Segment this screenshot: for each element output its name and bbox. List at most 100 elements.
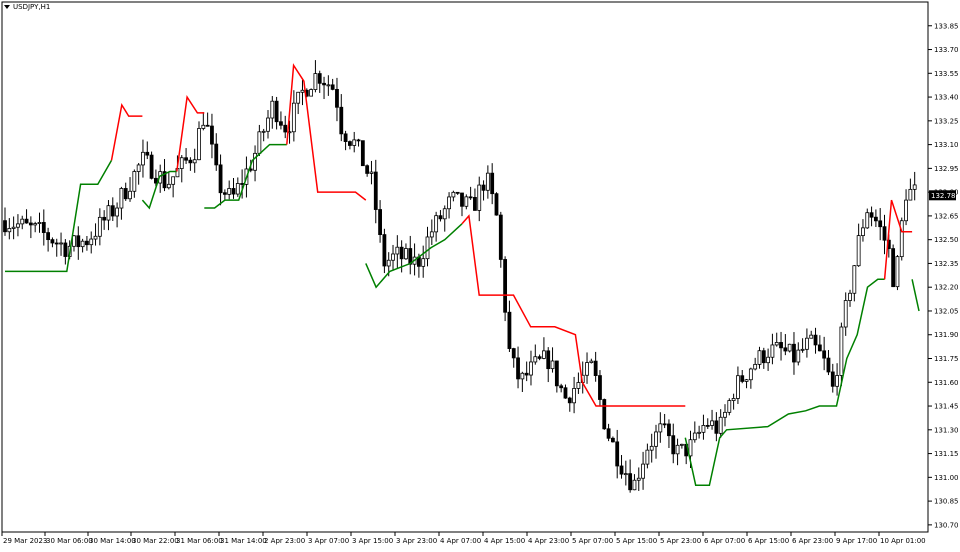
supertrend-down-segment — [883, 199, 913, 280]
bull-candle — [654, 431, 658, 447]
bear-candle — [378, 209, 382, 235]
bear-candle — [779, 342, 783, 349]
bull-candle — [805, 337, 809, 350]
x-tick-label: 5 Apr 07:00 — [572, 537, 613, 545]
y-tick-label: 133.55 — [934, 70, 959, 78]
bull-candle — [529, 361, 533, 376]
bull-candle — [451, 191, 456, 198]
y-tick-label: 132.95 — [934, 165, 959, 173]
bull-candle — [710, 420, 714, 426]
bull-candle — [908, 188, 913, 201]
bear-candle — [516, 357, 520, 380]
current-price-label: 132.78 — [931, 192, 956, 200]
bear-candle — [873, 216, 878, 222]
bull-candle — [766, 356, 771, 364]
bear-candle — [3, 220, 7, 233]
bull-candle — [197, 128, 201, 161]
bear-candle — [343, 133, 348, 142]
supertrend-up-segment — [684, 278, 885, 487]
bear-candle — [554, 360, 559, 387]
bear-candle — [46, 232, 51, 241]
bull-candle — [852, 265, 857, 294]
bull-candle — [861, 227, 865, 237]
bull-candle — [141, 151, 145, 166]
supertrend-up-segment — [204, 143, 287, 209]
bull-candle — [20, 218, 25, 225]
bear-candle — [869, 212, 874, 218]
bear-candle — [210, 125, 214, 145]
bull-candle — [166, 183, 171, 189]
bull-candle — [270, 100, 275, 119]
bear-candle — [188, 159, 193, 164]
supertrend-up-segment — [141, 170, 177, 210]
bear-candle — [110, 205, 115, 217]
bull-candle — [800, 348, 805, 351]
bear-candle — [162, 171, 167, 189]
y-tick-label: 131.45 — [934, 403, 959, 411]
bull-candle — [59, 242, 63, 245]
bull-candle — [326, 84, 331, 87]
bull-candle — [645, 449, 650, 465]
bull-candle — [774, 342, 779, 346]
bull-candle — [895, 256, 900, 288]
y-tick-label: 130.70 — [934, 521, 959, 529]
bear-candle — [891, 248, 896, 288]
bear-candle — [460, 192, 464, 207]
bull-candle — [744, 379, 749, 382]
bear-candle — [468, 196, 473, 199]
bear-candle — [373, 171, 378, 210]
bull-candle — [93, 235, 98, 240]
bull-candle — [434, 215, 439, 233]
bull-candle — [119, 188, 124, 209]
bull-candle — [576, 382, 581, 389]
bull-candle — [80, 240, 85, 248]
bear-candle — [382, 234, 387, 267]
bull-candle — [835, 375, 839, 387]
bear-candle — [826, 357, 831, 373]
y-tick-label: 130.85 — [934, 498, 959, 506]
bear-candle — [222, 192, 227, 195]
x-tick-label: 6 Apr 23:00 — [792, 537, 833, 545]
bear-candle — [335, 88, 339, 108]
bull-candle — [770, 344, 775, 358]
chart-title[interactable]: USDJPY,H1 — [4, 3, 50, 11]
bear-candle — [322, 82, 326, 86]
bear-candle — [283, 124, 288, 133]
bull-candle — [464, 196, 469, 207]
bear-candle — [274, 100, 279, 123]
bear-candle — [878, 220, 883, 228]
bear-candle — [761, 350, 766, 364]
x-tick-label: 31 Mar 14:00 — [220, 537, 267, 545]
y-tick-label: 131.30 — [934, 426, 959, 434]
bull-candle — [753, 363, 758, 370]
bear-candle — [606, 428, 611, 439]
bear-candle — [24, 218, 29, 224]
bull-candle — [727, 400, 732, 413]
bear-candle — [279, 121, 283, 126]
bull-candle — [421, 258, 426, 267]
bear-candle — [438, 215, 443, 220]
bear-candle — [102, 216, 107, 221]
supertrend-up-segment — [365, 223, 463, 289]
bear-candle — [214, 143, 219, 166]
bear-candle — [330, 84, 335, 90]
bear-candle — [537, 356, 542, 359]
y-tick-label: 133.40 — [934, 94, 959, 102]
bear-candle — [792, 343, 796, 363]
bear-candle — [231, 188, 236, 195]
bull-candle — [395, 246, 400, 255]
bear-candle — [662, 423, 667, 426]
dropdown-triangle-icon[interactable] — [4, 5, 10, 9]
bear-candle — [822, 350, 827, 359]
bull-candle — [796, 349, 801, 363]
bear-candle — [817, 344, 822, 352]
bull-candle — [477, 184, 482, 211]
x-tick-label: 3 Apr 15:00 — [352, 537, 393, 545]
bear-candle — [348, 141, 352, 146]
bull-candle — [404, 248, 408, 260]
bull-candle — [839, 326, 844, 376]
bull-candle — [429, 231, 434, 238]
x-tick-label: 30 Mar 06:00 — [46, 537, 93, 545]
bear-candle — [473, 197, 477, 211]
bull-candle — [296, 91, 301, 104]
